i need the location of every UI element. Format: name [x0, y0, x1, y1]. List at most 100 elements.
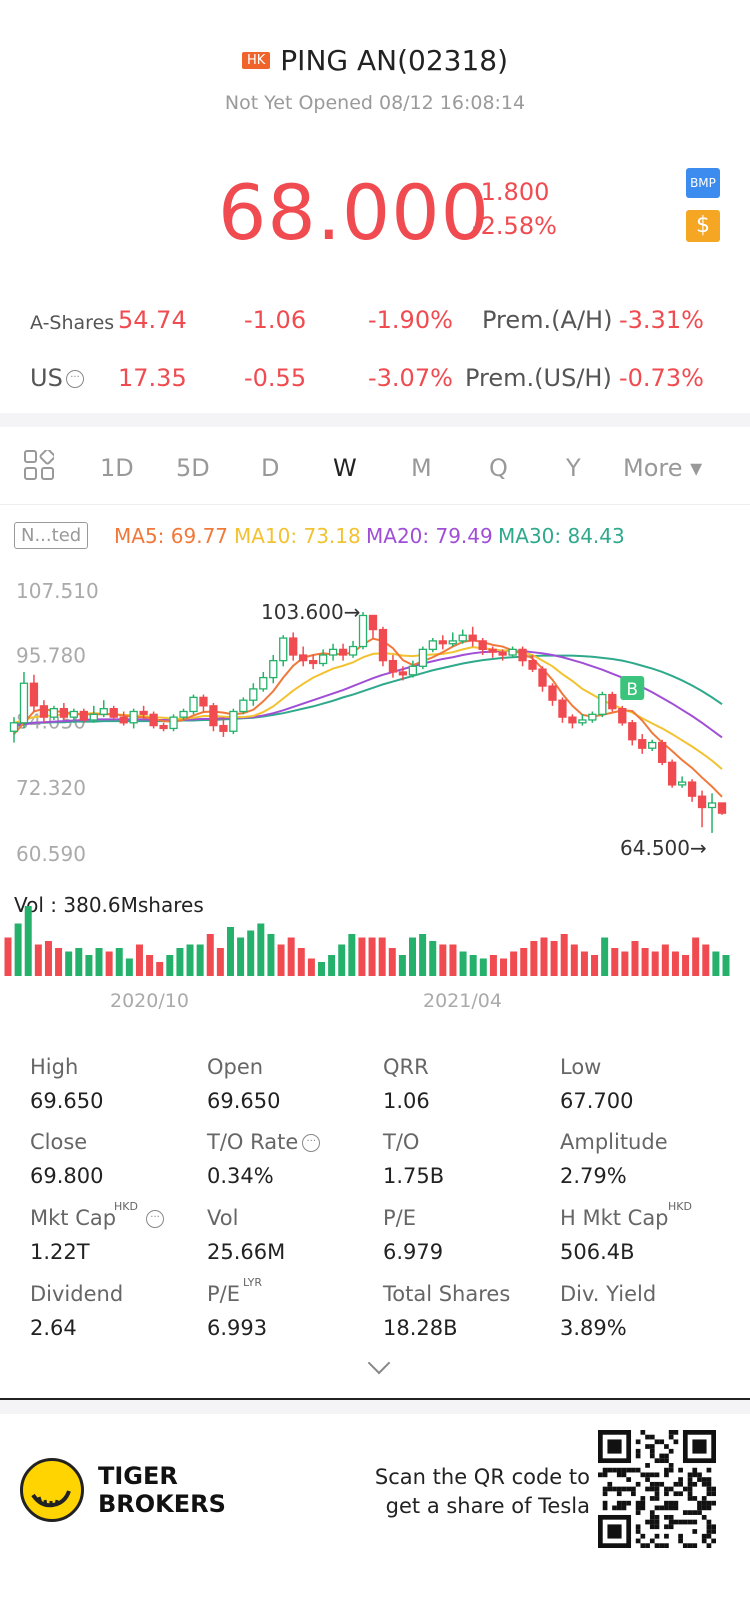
volume-bar [682, 955, 690, 976]
volume-bar [317, 962, 325, 976]
dollar-icon[interactable]: $ [686, 210, 720, 242]
volume-bar [560, 934, 568, 976]
volume-bar [166, 955, 174, 976]
stat-item: QRR 1.06 [383, 1055, 558, 1113]
tab-d[interactable]: D [261, 454, 280, 482]
volume-bar [115, 948, 123, 976]
volume-bar [85, 955, 93, 976]
ma30-line [13, 654, 723, 725]
stat-item: H Mkt Cap HKD 506.4B [560, 1200, 735, 1264]
buy-marker-icon[interactable]: B [620, 675, 645, 700]
volume-bar [135, 944, 143, 976]
candle [658, 739, 667, 766]
candle [199, 694, 208, 712]
volume-bar [4, 937, 12, 976]
candle [598, 691, 607, 718]
candle [279, 635, 288, 667]
prem-ush-value: -0.73% [619, 364, 704, 392]
volume-bar [75, 948, 83, 976]
candle [628, 719, 637, 746]
tabs-divider [0, 504, 750, 505]
y-tick-label: 95.780 [16, 643, 86, 667]
stat-label: Low [560, 1055, 602, 1079]
info-icon[interactable]: ··· [302, 1134, 321, 1152]
volume-bar [338, 944, 346, 976]
a-shares-change: -1.06 [244, 306, 307, 334]
volume-bar [388, 948, 396, 976]
us-pct: -3.07% [368, 364, 453, 392]
volume-bar [439, 944, 447, 976]
buy-marker-label: B [626, 680, 638, 700]
volume-bar [105, 951, 113, 976]
scan-text-line2: get a share of Tesla [385, 1494, 590, 1518]
tab-1d[interactable]: 1D [100, 454, 134, 482]
candle [9, 717, 19, 743]
stat-value: 6.993 [207, 1316, 268, 1340]
stat-label: High [30, 1055, 79, 1079]
volume-bar [429, 941, 437, 976]
candle [458, 629, 467, 644]
volume-bar [358, 937, 366, 976]
candle [348, 640, 358, 658]
tab-more[interactable]: More ▾ [623, 454, 703, 482]
volume-bar [550, 941, 558, 976]
a-shares-row[interactable]: A-Shares 54.74 -1.06 -1.90% Prem.(A/H) -… [30, 306, 720, 340]
stat-value: 67.700 [560, 1089, 634, 1113]
stat-item: P/E 6.979 [383, 1206, 558, 1264]
adjust-button[interactable]: N...ted [14, 522, 89, 549]
candle [29, 674, 39, 712]
stat-value: 69.650 [207, 1089, 281, 1113]
candle [538, 666, 547, 692]
volume-bar [692, 937, 700, 976]
candle [149, 711, 158, 729]
volume-bar [196, 944, 204, 976]
tab-w[interactable]: W [333, 454, 357, 482]
bmp-icon[interactable]: BMP [686, 168, 720, 198]
candle [648, 739, 657, 752]
candle [289, 632, 298, 661]
candle [378, 626, 388, 667]
candle [79, 708, 88, 723]
candlestick-chart[interactable]: 107.51095.78084.05072.32060.590103.600→6… [0, 560, 750, 890]
high-annotation: 103.600→ [261, 600, 360, 624]
stat-label: Div. Yield [560, 1282, 657, 1306]
tab-y[interactable]: Y [566, 454, 581, 482]
volume-bar [500, 958, 508, 976]
volume-bar [247, 930, 255, 976]
market-badge: HK [241, 52, 271, 69]
x-label-2020-10: 2020/10 [110, 990, 189, 1012]
chevron-down-icon[interactable] [367, 1351, 391, 1375]
stat-value: 2.79% [560, 1164, 627, 1188]
candle [638, 734, 647, 754]
stat-item[interactable]: T/O Rate ··· 0.34% [207, 1130, 382, 1188]
tab-q[interactable]: Q [489, 454, 508, 482]
footer-divider [0, 1398, 750, 1400]
grid-icon[interactable] [24, 448, 56, 480]
volume-label: Vol : 380.6Mshares [14, 893, 204, 917]
stat-value: 2.64 [30, 1316, 77, 1340]
volume-bar [702, 944, 710, 976]
candle [388, 655, 398, 678]
candle [438, 635, 447, 650]
stat-label: H Mkt Cap [560, 1206, 669, 1230]
candle [677, 776, 687, 788]
candle [368, 614, 378, 639]
candle [59, 703, 69, 720]
candle [488, 646, 497, 658]
volume-bar [510, 951, 518, 976]
candle [249, 683, 258, 706]
tab-5d[interactable]: 5D [176, 454, 210, 482]
candle [129, 708, 138, 729]
info-icon[interactable]: ··· [146, 1210, 165, 1228]
price-change-pct: -2.58% [472, 212, 557, 240]
volume-bar [530, 941, 538, 976]
volume-bar [176, 948, 184, 976]
volume-bar [671, 951, 679, 976]
us-row[interactable]: US ··· 17.35 -0.55 -3.07% Prem.(US/H) -0… [30, 364, 704, 392]
stat-item: Low 67.700 [560, 1055, 735, 1113]
stat-item[interactable]: Mkt Cap HKD ··· 1.22T [30, 1200, 205, 1264]
tab-m[interactable]: M [411, 454, 432, 482]
stat-label: Close [30, 1130, 88, 1154]
volume-bar [348, 934, 356, 976]
volume-bar [257, 923, 265, 976]
